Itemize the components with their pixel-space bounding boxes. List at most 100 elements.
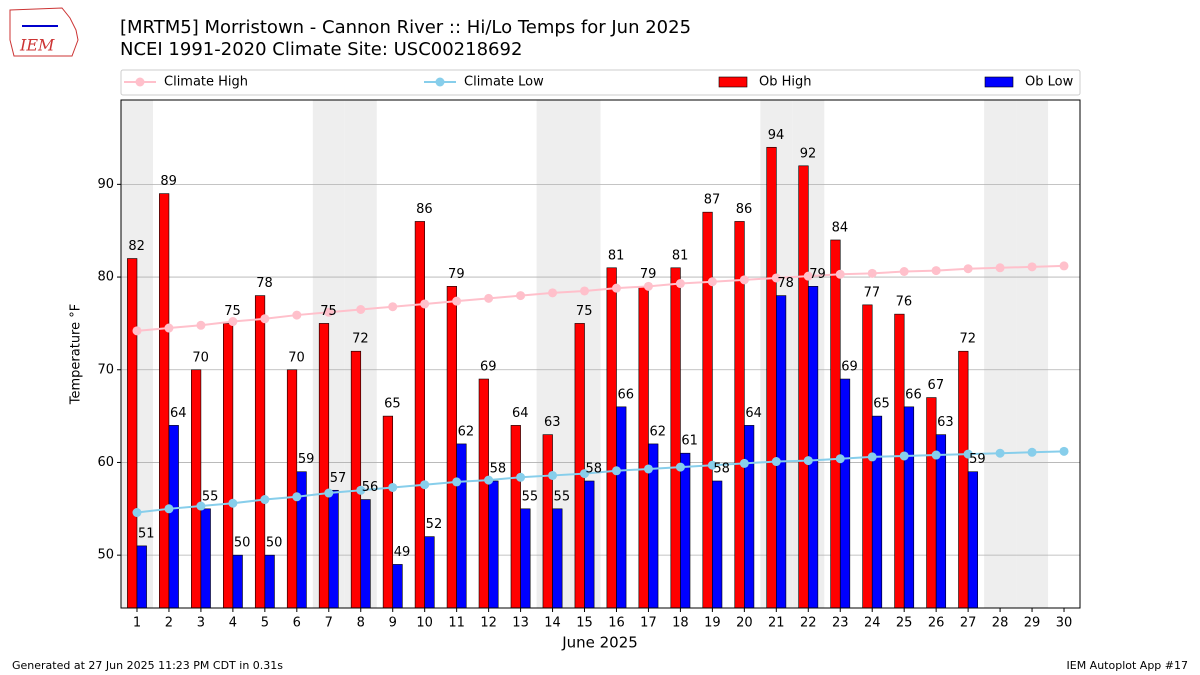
- bar: [670, 267, 681, 609]
- line-marker: [643, 464, 653, 474]
- line-marker: [899, 451, 909, 461]
- line-marker: [931, 450, 941, 460]
- bar: [414, 221, 425, 609]
- x-tick-label: 25: [896, 616, 913, 631]
- value-label: 51: [138, 526, 155, 541]
- bar: [510, 425, 521, 609]
- bar: [222, 323, 234, 609]
- line-marker: [324, 488, 334, 498]
- bar: [159, 193, 170, 609]
- line-marker: [803, 271, 813, 281]
- x-tick-label: 11: [448, 616, 465, 631]
- bar: [520, 508, 531, 609]
- line-marker: [707, 460, 717, 470]
- legend-swatch: [718, 76, 748, 88]
- bar: [680, 452, 691, 609]
- bar: [286, 369, 298, 609]
- value-label: 64: [170, 406, 187, 421]
- value-label: 58: [586, 462, 603, 477]
- value-label: 49: [394, 545, 411, 560]
- value-label: 52: [426, 517, 443, 532]
- bar: [360, 499, 371, 609]
- value-label: 75: [224, 304, 241, 319]
- value-label: 55: [554, 489, 571, 504]
- legend-marker: [135, 77, 145, 87]
- value-label: 65: [384, 397, 401, 412]
- bar: [350, 350, 362, 609]
- line-marker: [484, 475, 494, 485]
- bar: [839, 378, 851, 609]
- value-label: 69: [480, 360, 497, 375]
- bar: [744, 425, 755, 609]
- x-tick-label: 1: [133, 616, 141, 631]
- bar: [542, 434, 553, 609]
- line-marker: [867, 268, 877, 278]
- plot-frame: [120, 99, 1081, 609]
- line-marker: [771, 457, 781, 467]
- value-label: 67: [928, 378, 945, 393]
- bar: [446, 286, 457, 609]
- line-marker: [899, 266, 909, 276]
- bar: [478, 378, 489, 609]
- line-marker: [452, 296, 462, 306]
- value-label: 55: [202, 489, 219, 504]
- value-label: 55: [522, 489, 539, 504]
- line-marker: [611, 283, 621, 293]
- line-marker: [867, 452, 877, 462]
- x-tick-label: 10: [416, 616, 433, 631]
- value-label: 63: [937, 415, 954, 430]
- y-axis-label: Temperature °F: [69, 304, 84, 405]
- line-marker: [995, 448, 1005, 458]
- line-marker: [132, 508, 142, 518]
- line-marker: [228, 317, 238, 327]
- x-tick-label: 19: [704, 616, 721, 631]
- bar: [894, 313, 905, 609]
- value-label: 81: [672, 248, 689, 263]
- line-marker: [995, 263, 1005, 273]
- bar: [191, 369, 202, 609]
- line-marker: [388, 302, 398, 312]
- line-marker: [324, 307, 334, 317]
- bar: [318, 323, 330, 609]
- value-label: 62: [649, 424, 666, 439]
- line-marker: [516, 291, 526, 301]
- x-tick-label: 3: [197, 616, 205, 631]
- line-marker: [260, 314, 270, 324]
- line-marker: [164, 323, 174, 333]
- x-tick-label: 17: [640, 616, 657, 631]
- line-marker: [388, 482, 398, 492]
- chart-title: [MRTM5] Morristown - Cannon River :: Hi/…: [120, 17, 691, 38]
- value-label: 64: [512, 406, 529, 421]
- value-label: 58: [713, 462, 730, 477]
- bar: [776, 295, 787, 609]
- y-tick-label: 90: [97, 177, 114, 192]
- line-marker: [803, 456, 813, 466]
- x-tick-label: 30: [1056, 616, 1073, 631]
- footer-left: Generated at 27 Jun 2025 11:23 PM CDT in…: [12, 659, 283, 672]
- line-marker: [675, 279, 685, 289]
- x-tick-label: 5: [261, 616, 269, 631]
- line-marker: [580, 469, 590, 479]
- value-label: 72: [960, 332, 977, 347]
- x-tick-label: 18: [672, 616, 689, 631]
- bar: [382, 415, 394, 609]
- x-tick-label: 4: [229, 616, 237, 631]
- logo-outline: [9, 7, 79, 57]
- value-label: 56: [362, 480, 379, 495]
- x-tick-label: 29: [1024, 616, 1041, 631]
- value-label: 72: [352, 332, 369, 347]
- line-marker: [963, 449, 973, 459]
- value-label: 79: [809, 267, 826, 282]
- bar: [488, 480, 499, 609]
- logo-text: IEM: [19, 36, 55, 55]
- y-tick-label: 50: [97, 548, 114, 563]
- x-tick-label: 12: [480, 616, 497, 631]
- line-marker: [771, 273, 781, 283]
- y-tick-label: 60: [97, 455, 114, 470]
- value-label: 50: [266, 536, 283, 551]
- line-marker: [1059, 446, 1069, 456]
- x-tick-label: 15: [576, 616, 593, 631]
- value-label: 79: [640, 267, 657, 282]
- value-label: 89: [160, 174, 177, 189]
- bar: [638, 286, 649, 609]
